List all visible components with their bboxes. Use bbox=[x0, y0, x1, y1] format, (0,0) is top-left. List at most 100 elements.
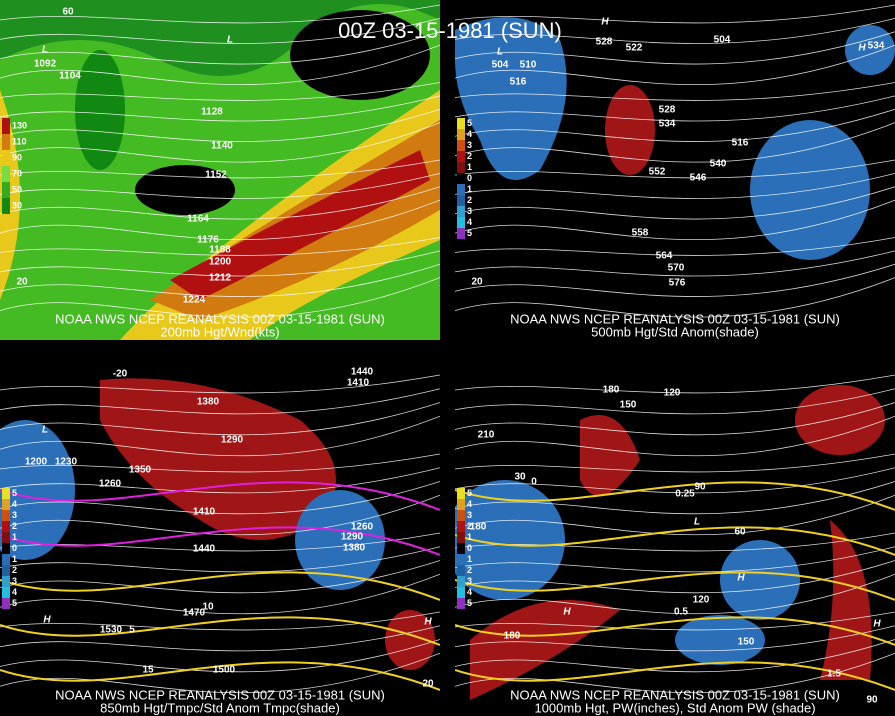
contour-line bbox=[455, 625, 895, 652]
contour-line bbox=[0, 277, 440, 318]
contour-line bbox=[0, 526, 440, 556]
panel-200mb bbox=[0, 0, 440, 340]
legend-swatch bbox=[2, 166, 10, 182]
contour-line bbox=[455, 481, 895, 511]
contour-label: 1470 bbox=[183, 608, 206, 619]
legend-swatch bbox=[457, 173, 465, 184]
legend-label: 2 bbox=[467, 565, 472, 575]
contour-label: L bbox=[42, 425, 48, 436]
legend-label: 2 bbox=[467, 195, 472, 205]
legend-swatch bbox=[457, 129, 465, 140]
shade bbox=[605, 85, 655, 175]
contour-line bbox=[0, 661, 440, 691]
shade bbox=[795, 385, 885, 455]
contour-label: 510 bbox=[520, 60, 537, 71]
contour-line bbox=[455, 415, 895, 457]
contour-line bbox=[0, 159, 440, 179]
shade bbox=[820, 520, 872, 680]
legend-label: 50 bbox=[12, 184, 22, 194]
contour-label: L bbox=[694, 517, 700, 528]
legend-label: 4 bbox=[467, 499, 472, 509]
contour-label: 1200 bbox=[209, 257, 232, 268]
contour-label: 570 bbox=[668, 263, 685, 274]
contour-line bbox=[0, 108, 440, 142]
contour-line bbox=[0, 31, 440, 65]
contour-label: H bbox=[601, 17, 609, 28]
legend-label: 30 bbox=[12, 200, 22, 210]
panel-caption: NOAA NWS NCEP REANALYSIS 00Z 03-15-1981 … bbox=[55, 311, 385, 326]
contour-label: L bbox=[42, 45, 48, 56]
legend-swatch bbox=[2, 134, 10, 150]
contour-label: 522 bbox=[626, 43, 643, 54]
contour-label: 30 bbox=[514, 472, 526, 483]
shade bbox=[720, 540, 800, 620]
contour-label: 5 bbox=[129, 625, 135, 636]
legend-swatch bbox=[457, 140, 465, 151]
contour-line bbox=[455, 199, 895, 240]
legend-label: 4 bbox=[467, 217, 472, 227]
contour-line bbox=[455, 108, 895, 142]
contour-line bbox=[455, 453, 895, 473]
main-title: 00Z 03-15-1981 (SUN) bbox=[338, 18, 562, 43]
contour-label: 60 bbox=[62, 7, 74, 18]
contour-line bbox=[455, 159, 895, 179]
shade bbox=[0, 420, 75, 560]
contour-line bbox=[455, 494, 895, 536]
legend-label: 2 bbox=[12, 521, 17, 531]
contour-line bbox=[455, 4, 895, 24]
shade bbox=[455, 17, 567, 181]
legend-swatch bbox=[457, 184, 465, 195]
shade bbox=[675, 615, 765, 665]
legend-label: 4 bbox=[467, 587, 472, 597]
contour-label: 1380 bbox=[343, 543, 366, 554]
contour-label: 1530 bbox=[100, 625, 123, 636]
contour-line bbox=[455, 172, 895, 199]
contour-label: 516 bbox=[510, 77, 527, 88]
contour-label: 1164 bbox=[187, 214, 209, 225]
legend-label: 5 bbox=[467, 488, 472, 498]
contour-label: H bbox=[563, 607, 571, 618]
panel-1000mb bbox=[455, 385, 885, 700]
contour-line bbox=[0, 4, 440, 24]
contour-label: 534 bbox=[659, 119, 676, 130]
legend-label: 1 bbox=[467, 554, 472, 564]
legend-swatch bbox=[457, 162, 465, 173]
shade bbox=[470, 600, 620, 700]
contour-label: 558 bbox=[632, 228, 649, 239]
contour-label: 1380 bbox=[197, 397, 220, 408]
legend-label: 2 bbox=[467, 521, 472, 531]
contour-label: 1260 bbox=[351, 522, 374, 533]
legend-swatch bbox=[457, 565, 465, 576]
contour-label: H bbox=[424, 617, 432, 628]
contour-line bbox=[455, 82, 895, 101]
contour-label: L bbox=[227, 35, 233, 46]
contour-label: 120 bbox=[693, 595, 710, 606]
contour-line bbox=[455, 95, 895, 122]
legend-label: 1 bbox=[12, 532, 17, 542]
contour-line bbox=[0, 122, 440, 163]
contour-label: 540 bbox=[710, 159, 727, 170]
contour-label: 15 bbox=[142, 665, 154, 676]
shade bbox=[170, 150, 430, 300]
contour-line bbox=[0, 571, 440, 601]
contour-line bbox=[0, 481, 440, 515]
legend-swatch bbox=[457, 217, 465, 228]
contour-label: 1212 bbox=[209, 273, 232, 284]
contour-line bbox=[455, 402, 895, 436]
legend-swatch bbox=[2, 543, 10, 554]
contour-line bbox=[455, 616, 895, 646]
contour-label: H bbox=[873, 619, 881, 630]
legend-swatch bbox=[2, 587, 10, 598]
contour-line bbox=[455, 611, 895, 631]
contour-label: 1230 bbox=[55, 457, 78, 468]
shade bbox=[0, 90, 440, 340]
contour-line bbox=[455, 277, 895, 318]
shade bbox=[845, 25, 895, 75]
legend-label: 1 bbox=[467, 532, 472, 542]
legend-label: 90 bbox=[12, 152, 22, 162]
contour-label: 552 bbox=[649, 167, 666, 178]
contour-label: 528 bbox=[659, 105, 676, 116]
contour-label: 1104 bbox=[59, 71, 81, 82]
legend-swatch bbox=[2, 576, 10, 587]
